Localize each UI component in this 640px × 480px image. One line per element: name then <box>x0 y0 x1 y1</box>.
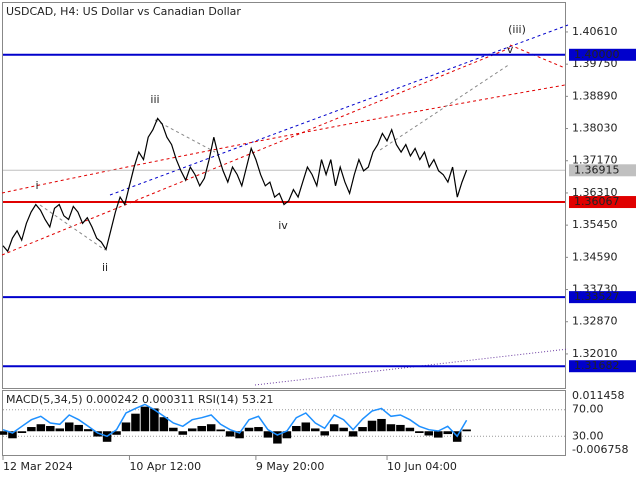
macd-bar <box>216 429 225 432</box>
y2-tick-label: 70.00 <box>572 403 604 416</box>
macd-bar <box>36 424 46 432</box>
macd-bar <box>282 431 292 439</box>
macd-bar <box>0 431 8 435</box>
macd-bar <box>386 424 396 432</box>
macd-bar <box>93 431 102 437</box>
y-tick-label: 1.38030 <box>572 122 618 135</box>
macd-bar <box>358 427 367 432</box>
wave-label: v <box>507 43 514 56</box>
macd-title: MACD(5,34,5) 0.000242 0.000311 RSI(14) 5… <box>6 393 273 406</box>
y-tick-label: -0.006758 <box>572 443 628 456</box>
trend-line <box>379 63 511 151</box>
x-tick-label: 9 May 20:00 <box>256 460 324 473</box>
y-tick-label: 1.32870 <box>572 315 618 328</box>
level-label-box <box>569 48 636 61</box>
macd-bar <box>83 429 93 432</box>
y-tick-label: 1.34590 <box>572 250 618 263</box>
trend-line <box>154 119 216 153</box>
macd-bar <box>27 427 36 432</box>
macd-bar <box>235 431 244 439</box>
macd-bar <box>434 431 443 438</box>
wave-label: i <box>35 179 38 192</box>
macd-bar <box>377 418 386 432</box>
macd-bar <box>310 428 320 432</box>
trend-line <box>509 44 566 69</box>
macd-bar <box>396 424 405 432</box>
macd-bar <box>301 422 311 432</box>
macd-bar <box>462 429 471 432</box>
macd-bar <box>244 427 254 432</box>
y-tick-label: 1.40610 <box>572 25 618 38</box>
trend-line <box>39 204 106 251</box>
macd-bar <box>64 422 74 432</box>
macd-bar <box>348 431 358 437</box>
trend-lines <box>1 24 569 386</box>
y-tick-label: 0.011458 <box>572 389 625 402</box>
macd-bar <box>121 422 131 432</box>
macd-bar <box>159 417 169 432</box>
macd-bar <box>150 408 159 432</box>
wave-label: iii <box>150 93 159 106</box>
wave-label: iv <box>278 219 288 232</box>
level-label-box <box>569 360 636 373</box>
trend-line <box>1 84 566 194</box>
macd-bar <box>405 427 415 432</box>
level-label: 1.36915 <box>574 163 620 176</box>
macd-bar <box>178 431 188 435</box>
macd-bar <box>339 427 348 432</box>
macd-bar <box>8 431 17 439</box>
trend-line <box>1 47 511 256</box>
macd-bar <box>263 431 273 438</box>
rsi-line <box>2 403 468 438</box>
macd-bar <box>112 431 121 435</box>
price-line <box>2 117 468 253</box>
macd-bar <box>273 431 282 444</box>
macd-bar <box>225 431 235 437</box>
x-tick-label: 12 Mar 2024 <box>3 460 73 473</box>
macd-bar <box>320 431 329 436</box>
y-tick-label: 1.32010 <box>572 347 618 360</box>
x-tick-label: 10 Apr 12:00 <box>129 460 201 473</box>
main-frame <box>2 2 566 389</box>
macd-bar <box>254 427 263 432</box>
macd-bar <box>55 428 65 432</box>
macd-bar <box>74 424 83 432</box>
y-tick-label: 1.38890 <box>572 89 618 102</box>
macd-bar <box>329 424 339 432</box>
macd-bar <box>17 431 27 434</box>
level-label-box <box>569 164 636 177</box>
macd-frame <box>2 390 566 456</box>
macd-bar <box>424 431 434 436</box>
macd-bar <box>206 424 216 432</box>
level-label: 1.31682 <box>574 359 620 372</box>
wave-label: (iii) <box>508 23 526 36</box>
macd-bar <box>169 427 178 432</box>
wave-label: ii <box>102 261 108 274</box>
chart-title: USDCAD, H4: US Dollar vs Canadian Dollar <box>6 5 241 18</box>
macd-bar <box>140 406 150 432</box>
macd-bar <box>46 425 55 432</box>
y-tick-label: 1.35450 <box>572 218 618 231</box>
level-label-box <box>569 196 636 209</box>
level-label: 1.33527 <box>574 290 620 303</box>
macd-bar <box>187 428 197 432</box>
macd-bar <box>197 425 206 432</box>
level-label-box <box>569 291 636 304</box>
y-tick-label: 1.36310 <box>572 186 618 199</box>
x-tick-label: 10 Jun 04:00 <box>387 460 457 473</box>
macd-bar <box>415 431 424 434</box>
level-label: 1.40000 <box>574 48 620 61</box>
y-tick-label: 1.37170 <box>572 154 618 167</box>
macd-bar <box>367 420 377 432</box>
macd-bar <box>131 413 140 432</box>
level-label: 1.36067 <box>574 195 620 208</box>
macd-bar <box>292 425 301 432</box>
macd-bar <box>443 431 452 435</box>
y2-tick-label: 30.00 <box>572 429 604 442</box>
